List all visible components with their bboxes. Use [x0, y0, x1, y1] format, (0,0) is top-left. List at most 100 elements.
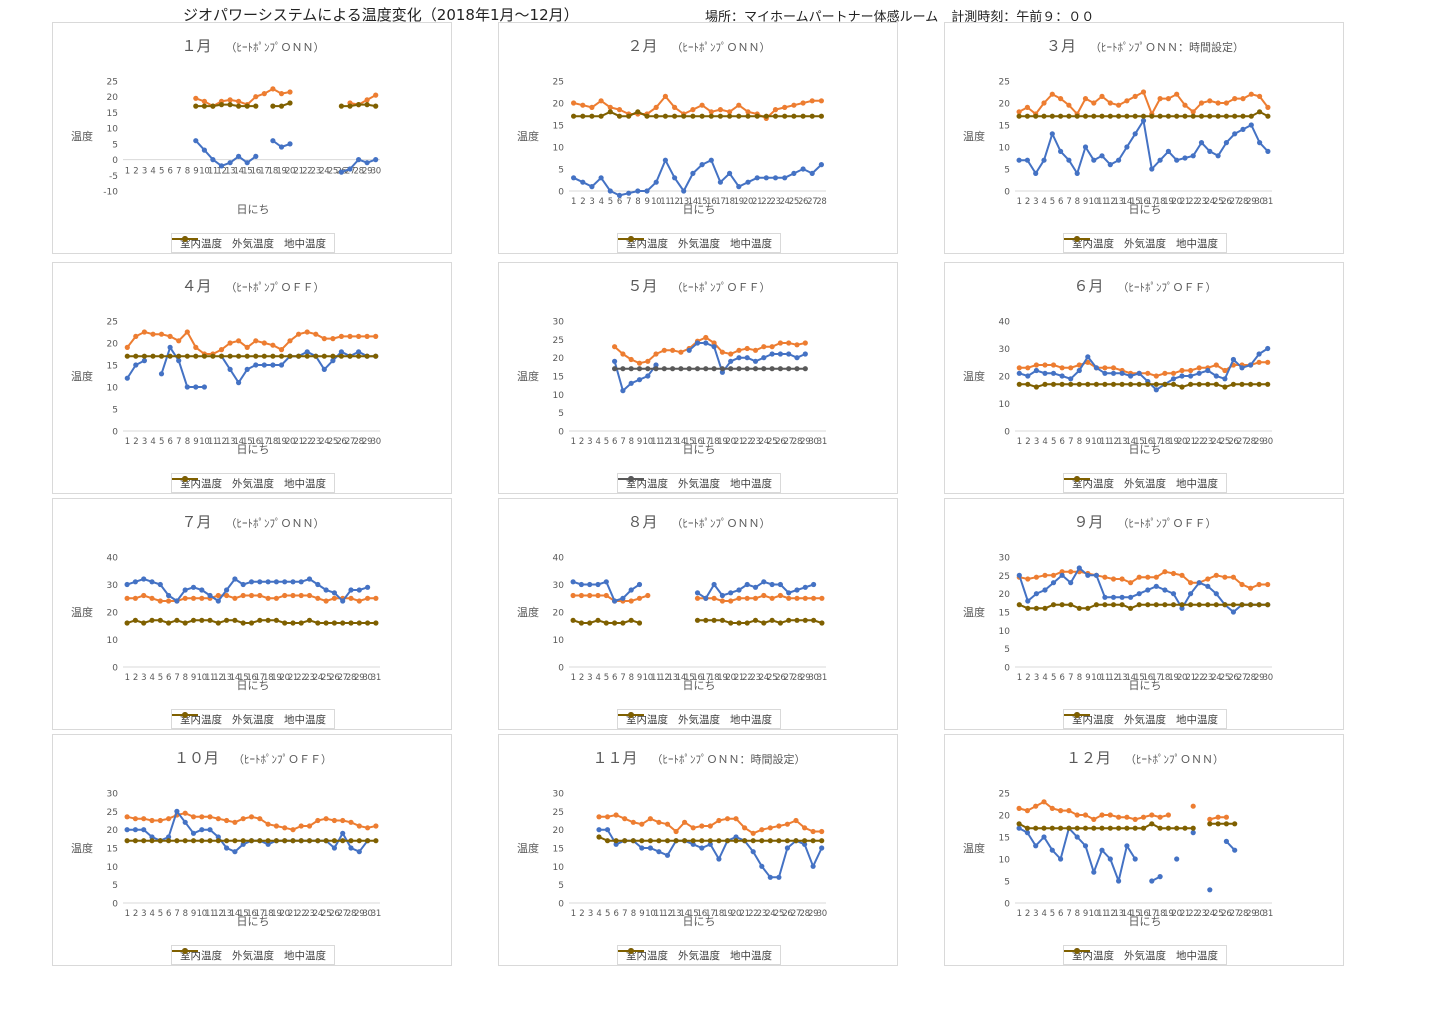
data-point: [626, 113, 632, 119]
data-point: [628, 598, 634, 604]
legend-label: 室内温度: [1072, 477, 1114, 490]
x-tick-label: 22: [1194, 673, 1204, 683]
x-tick-label: 19: [717, 437, 727, 447]
data-point: [1240, 113, 1246, 119]
series-ground: [1016, 602, 1271, 611]
data-point: [1082, 113, 1089, 119]
data-point: [257, 617, 263, 623]
x-tick-label: 4: [150, 167, 155, 177]
data-point: [347, 103, 353, 109]
x-tick-label: 18: [714, 909, 724, 919]
data-point: [612, 358, 618, 364]
data-point: [1068, 569, 1074, 575]
chart-subtitle: （ﾋｰﾄﾎﾟﾝﾌﾟＯＮＮ）: [671, 41, 771, 54]
data-point: [273, 823, 279, 829]
x-tick-label: 20: [743, 197, 753, 207]
x-tick-label: 3: [1034, 673, 1039, 683]
y-tick-label: 10: [553, 391, 565, 401]
series-outdoor: [570, 579, 817, 604]
x-tick-label: 8: [629, 673, 634, 683]
data-point: [1091, 157, 1097, 163]
y-tick-label: 5: [112, 406, 118, 416]
data-point: [1066, 102, 1072, 108]
data-point: [784, 845, 790, 851]
data-point: [1213, 381, 1219, 387]
data-point: [703, 617, 709, 623]
data-point: [182, 838, 188, 844]
data-point: [802, 617, 808, 623]
series-line: [1019, 383, 1268, 388]
chart-legend: 室内温度 外気温度 地中温度: [617, 233, 781, 253]
x-tick-label: 1: [125, 909, 130, 919]
x-tick-label: 11: [1100, 437, 1110, 447]
data-point: [124, 353, 130, 359]
data-point: [240, 841, 246, 847]
data-point: [190, 830, 197, 836]
data-point: [210, 103, 216, 109]
data-point: [754, 175, 760, 181]
chart-subtitle: （ﾋｰﾄﾎﾟﾝﾌﾟＯＦＦ）: [233, 753, 332, 766]
data-point: [1256, 602, 1262, 608]
x-tick-label: 14: [1126, 437, 1136, 447]
x-tick-label: 13: [1114, 197, 1124, 207]
data-point: [639, 838, 645, 844]
series-ground: [1016, 821, 1238, 831]
data-point: [273, 595, 279, 601]
data-point: [338, 349, 344, 355]
data-point: [656, 838, 662, 844]
data-point: [1153, 583, 1159, 589]
data-point: [1190, 825, 1196, 831]
x-tick-label: 12: [213, 673, 223, 683]
data-point: [306, 617, 313, 623]
data-point: [236, 98, 242, 104]
data-point: [1016, 572, 1022, 578]
data-point: [664, 821, 671, 827]
data-point: [356, 598, 362, 604]
x-tick-label: 3: [142, 437, 147, 447]
data-point: [711, 581, 717, 588]
data-point: [1153, 387, 1159, 393]
data-point: [603, 620, 609, 626]
data-point: [1239, 381, 1245, 387]
data-point: [622, 838, 628, 844]
legend-label: 外気温度: [678, 477, 720, 490]
data-point: [1085, 572, 1091, 578]
x-tick-label: 16: [706, 197, 716, 207]
data-point: [777, 592, 783, 599]
x-tick-label: 23: [770, 197, 780, 207]
x-tick-label: 5: [158, 673, 163, 683]
data-point: [636, 377, 643, 383]
data-point: [570, 592, 576, 599]
data-point: [132, 595, 138, 601]
data-point: [296, 353, 302, 359]
data-point: [1179, 367, 1185, 374]
y-tick-label: 25: [999, 572, 1010, 582]
x-tick-label: 25: [789, 197, 799, 207]
data-point: [1102, 381, 1108, 387]
chart-panel: ６月 （ﾋｰﾄﾎﾟﾝﾌﾟＯＦＦ） 0 10 20 30 40 1 2 3 4 5 6 7 8 9 10 11 12 1…: [944, 262, 1344, 494]
y-tick-label: 20: [107, 93, 119, 103]
data-point: [719, 349, 725, 355]
x-tick-label: 1: [125, 673, 130, 683]
x-tick-label: 2: [1025, 673, 1030, 683]
data-point: [184, 329, 190, 335]
data-point: [1165, 825, 1171, 831]
data-point: [736, 587, 742, 593]
data-point: [1196, 580, 1202, 586]
x-tick-label: 12: [216, 437, 226, 447]
x-tick-label: 16: [1138, 909, 1148, 919]
x-tick-label: 13: [225, 167, 235, 177]
y-tick-label: 0: [558, 900, 564, 910]
series-ground: [124, 617, 379, 626]
x-tick-label: 6: [1058, 909, 1063, 919]
series-line: [697, 619, 823, 624]
data-point: [270, 353, 276, 359]
data-point: [1174, 91, 1180, 97]
data-point: [1240, 96, 1246, 102]
y-axis-title: 温度: [963, 605, 985, 619]
legend-label: 室内温度: [180, 949, 222, 962]
data-point: [682, 819, 688, 825]
x-tick-label: 15: [1134, 673, 1144, 683]
x-tick-label: 9: [637, 673, 642, 683]
legend-label: 外気温度: [232, 237, 274, 250]
